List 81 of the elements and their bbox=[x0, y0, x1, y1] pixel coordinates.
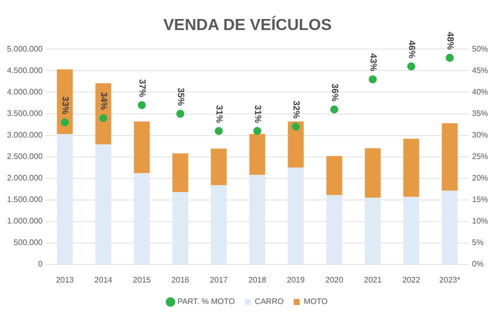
y-tick-label: 0 bbox=[38, 260, 44, 269]
y2-tick-label: 25% bbox=[472, 152, 488, 162]
y-tick-label: 2.000.000 bbox=[6, 174, 44, 183]
data-label: 48% bbox=[445, 32, 456, 50]
y-tick-label: 3.500.000 bbox=[6, 108, 44, 118]
y2-tick-label: 10% bbox=[472, 216, 488, 226]
bar bbox=[403, 196, 420, 264]
data-label: 37% bbox=[137, 79, 148, 98]
data-label: 36% bbox=[330, 83, 340, 102]
bar bbox=[249, 174, 266, 264]
bar bbox=[95, 144, 112, 264]
bar bbox=[56, 69, 73, 134]
x-tick-label: 2013 bbox=[56, 275, 74, 284]
y-tick-label: 1.000.000 bbox=[6, 216, 44, 226]
data-label: 43% bbox=[368, 53, 378, 72]
y2-tick-label: 20% bbox=[472, 174, 488, 183]
x-tick-label: 2015 bbox=[132, 275, 152, 284]
bar bbox=[326, 156, 342, 196]
y2-tick-label: 50% bbox=[472, 44, 488, 54]
y-tick-label: 500.000 bbox=[14, 238, 44, 248]
x-tick-label: 2014 bbox=[94, 275, 113, 284]
y2-tick-label: 5% bbox=[472, 238, 484, 248]
bar bbox=[364, 148, 381, 198]
x-tick-label: 2019 bbox=[286, 275, 306, 284]
bar bbox=[172, 192, 188, 264]
data-label: 34% bbox=[98, 92, 109, 110]
data-label: 46% bbox=[406, 40, 417, 58]
bar bbox=[210, 185, 227, 264]
y-tick-label: 1.500.000 bbox=[6, 195, 44, 204]
y2-tick-label: 15% bbox=[472, 195, 488, 204]
point bbox=[446, 54, 454, 62]
bar bbox=[442, 123, 458, 191]
y-tick-label: 4.000.000 bbox=[6, 87, 44, 96]
data-label: 35% bbox=[176, 88, 186, 106]
bar bbox=[56, 134, 73, 264]
x-tick-label: 2017 bbox=[210, 275, 228, 284]
data-label: 31% bbox=[214, 104, 224, 123]
data-label: 33% bbox=[60, 96, 70, 114]
legend-label: PART. % MOTO bbox=[177, 297, 235, 306]
x-tick-label: 2020 bbox=[325, 275, 344, 284]
legend-label: CARRO bbox=[254, 297, 284, 306]
chart-title: VENDA DE VEÍCULOS bbox=[163, 15, 332, 34]
bar bbox=[172, 153, 188, 192]
bar bbox=[442, 190, 458, 264]
bar bbox=[134, 173, 150, 264]
x-tick-label: 2021 bbox=[364, 275, 382, 284]
x-tick-label: 2018 bbox=[248, 275, 267, 284]
y2-tick-label: 30% bbox=[472, 130, 488, 140]
y-tick-label: 2.500.000 bbox=[6, 152, 44, 162]
y2-tick-label: 35% bbox=[472, 108, 488, 118]
bar bbox=[249, 134, 266, 175]
x-tick-label: 2023* bbox=[439, 275, 460, 284]
x-tick-label: 2016 bbox=[171, 275, 190, 284]
bar bbox=[134, 122, 150, 174]
data-label: 31% bbox=[252, 104, 263, 123]
data-label: 32% bbox=[291, 100, 302, 119]
bar bbox=[288, 122, 304, 168]
point bbox=[176, 110, 184, 118]
bar bbox=[95, 83, 112, 144]
y-tick-label: 4.500.000 bbox=[6, 66, 44, 75]
y-tick-label: 3.000.000 bbox=[6, 130, 44, 140]
point bbox=[292, 122, 300, 131]
point bbox=[253, 126, 262, 135]
point bbox=[99, 114, 108, 122]
legend-label: MOTO bbox=[304, 297, 328, 306]
point bbox=[138, 101, 146, 110]
point bbox=[60, 118, 69, 126]
point bbox=[407, 62, 416, 70]
point bbox=[330, 105, 338, 114]
point bbox=[214, 126, 223, 135]
bar bbox=[364, 198, 381, 264]
bar bbox=[403, 138, 420, 197]
y2-tick-label: 45% bbox=[472, 66, 488, 75]
y2-tick-label: 0% bbox=[472, 260, 484, 269]
point bbox=[368, 75, 377, 84]
y-tick-label: 5.000.000 bbox=[6, 44, 44, 54]
bar bbox=[326, 195, 342, 264]
y2-tick-label: 40% bbox=[472, 87, 488, 96]
bar bbox=[288, 168, 304, 264]
x-tick-label: 2022 bbox=[402, 275, 421, 284]
bar bbox=[210, 148, 227, 186]
